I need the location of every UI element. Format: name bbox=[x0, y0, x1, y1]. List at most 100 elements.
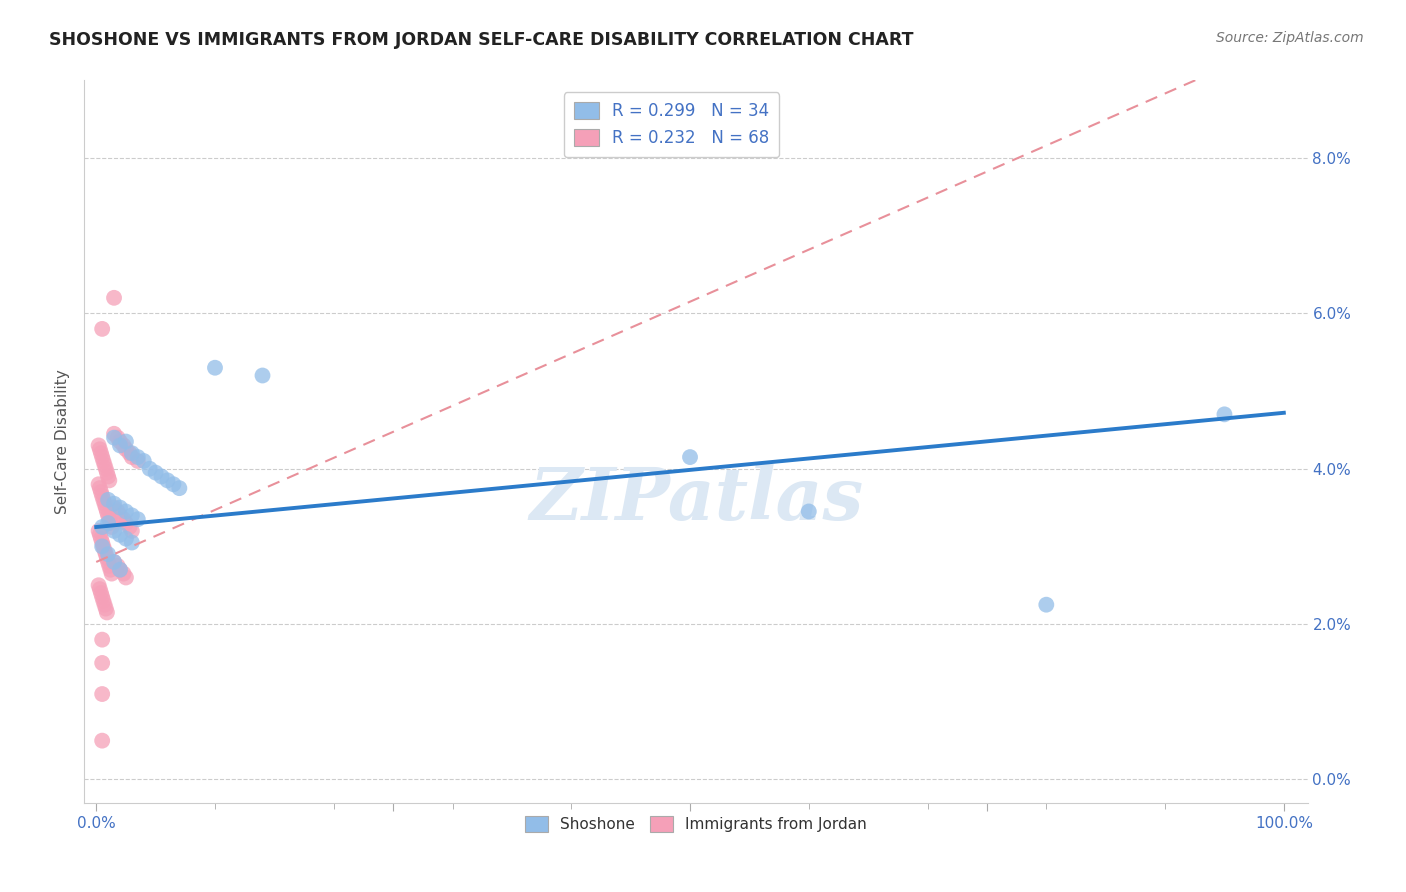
Point bbox=[100, 520, 122, 534]
Point bbox=[98, 512, 121, 526]
Point bbox=[96, 606, 118, 620]
Point bbox=[97, 508, 120, 523]
Point bbox=[91, 540, 114, 554]
Point bbox=[127, 450, 149, 464]
Point bbox=[87, 578, 110, 592]
Point bbox=[103, 426, 125, 441]
Point bbox=[107, 431, 129, 445]
Point bbox=[100, 563, 122, 577]
Point bbox=[797, 504, 820, 518]
Point bbox=[115, 516, 138, 530]
Legend: Shoshone, Immigrants from Jordan: Shoshone, Immigrants from Jordan bbox=[519, 810, 873, 838]
Point bbox=[103, 497, 125, 511]
Point bbox=[121, 535, 143, 549]
Point bbox=[93, 497, 115, 511]
Point bbox=[89, 528, 111, 542]
Point bbox=[108, 438, 131, 452]
Point bbox=[94, 461, 117, 475]
Point bbox=[162, 477, 184, 491]
Point bbox=[204, 360, 226, 375]
Point bbox=[115, 532, 138, 546]
Point bbox=[91, 489, 114, 503]
Point bbox=[108, 508, 131, 523]
Point bbox=[103, 555, 125, 569]
Point bbox=[87, 438, 110, 452]
Point bbox=[115, 434, 138, 449]
Point bbox=[97, 555, 120, 569]
Point bbox=[90, 446, 112, 460]
Point bbox=[91, 450, 114, 464]
Point bbox=[87, 524, 110, 538]
Point bbox=[97, 469, 120, 483]
Point bbox=[108, 500, 131, 515]
Point bbox=[93, 458, 115, 472]
Point bbox=[132, 454, 155, 468]
Point bbox=[89, 582, 111, 596]
Point bbox=[108, 528, 131, 542]
Point bbox=[118, 446, 141, 460]
Text: ZIPatlas: ZIPatlas bbox=[529, 464, 863, 535]
Point bbox=[1035, 598, 1057, 612]
Point bbox=[169, 481, 191, 495]
Point bbox=[150, 469, 173, 483]
Point bbox=[108, 563, 131, 577]
Point bbox=[112, 512, 135, 526]
Point bbox=[97, 492, 120, 507]
Point bbox=[103, 555, 125, 569]
Point bbox=[138, 461, 160, 475]
Point bbox=[103, 524, 125, 538]
Point bbox=[679, 450, 702, 464]
Point bbox=[103, 500, 125, 515]
Point bbox=[252, 368, 274, 383]
Point bbox=[121, 446, 143, 460]
Point bbox=[127, 454, 149, 468]
Point bbox=[121, 508, 143, 523]
Point bbox=[91, 656, 114, 670]
Y-axis label: Self-Care Disability: Self-Care Disability bbox=[55, 369, 70, 514]
Point bbox=[98, 558, 121, 573]
Point bbox=[91, 590, 114, 604]
Point bbox=[90, 586, 112, 600]
Point bbox=[96, 504, 118, 518]
Point bbox=[96, 551, 118, 566]
Point bbox=[94, 547, 117, 561]
Point bbox=[108, 434, 131, 449]
Point bbox=[87, 477, 110, 491]
Point bbox=[156, 474, 179, 488]
Point bbox=[107, 504, 129, 518]
Point bbox=[118, 520, 141, 534]
Point bbox=[115, 570, 138, 584]
Text: SHOSHONE VS IMMIGRANTS FROM JORDAN SELF-CARE DISABILITY CORRELATION CHART: SHOSHONE VS IMMIGRANTS FROM JORDAN SELF-… bbox=[49, 31, 914, 49]
Point bbox=[115, 442, 138, 457]
Point bbox=[89, 442, 111, 457]
Point bbox=[90, 532, 112, 546]
Point bbox=[91, 520, 114, 534]
Point bbox=[96, 466, 118, 480]
Point bbox=[91, 632, 114, 647]
Point bbox=[121, 524, 143, 538]
Point bbox=[93, 454, 115, 468]
Point bbox=[91, 733, 114, 747]
Point bbox=[93, 594, 115, 608]
Point bbox=[1213, 408, 1236, 422]
Point bbox=[121, 450, 143, 464]
Point bbox=[93, 540, 115, 554]
Point bbox=[103, 431, 125, 445]
Point bbox=[127, 512, 149, 526]
Point bbox=[93, 492, 115, 507]
Point bbox=[93, 543, 115, 558]
Text: Source: ZipAtlas.com: Source: ZipAtlas.com bbox=[1216, 31, 1364, 45]
Point bbox=[103, 291, 125, 305]
Point bbox=[98, 474, 121, 488]
Point bbox=[91, 322, 114, 336]
Point bbox=[112, 566, 135, 581]
Point bbox=[90, 485, 112, 500]
Point bbox=[108, 563, 131, 577]
Point bbox=[89, 481, 111, 495]
Point bbox=[91, 687, 114, 701]
Point bbox=[93, 598, 115, 612]
Point bbox=[97, 547, 120, 561]
Point bbox=[94, 601, 117, 615]
Point bbox=[107, 558, 129, 573]
Point bbox=[94, 500, 117, 515]
